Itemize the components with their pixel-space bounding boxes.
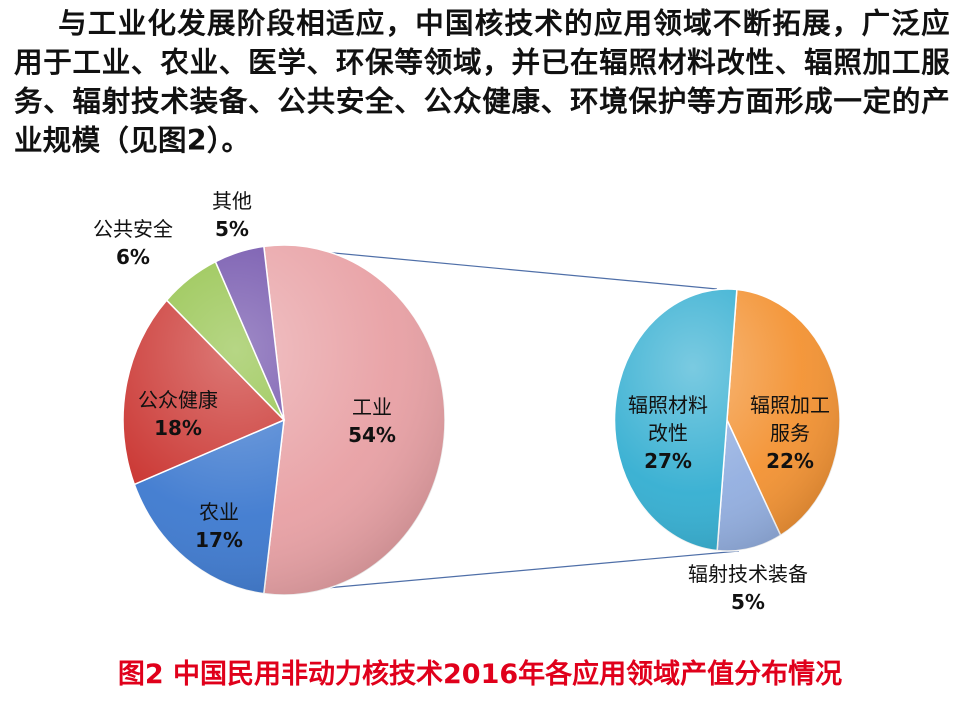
connector-top — [263, 245, 718, 290]
main-label-slice-2: 公众健康 18% — [138, 388, 218, 440]
sub-label-slice-0: 辐照加工服务 22% — [750, 393, 830, 473]
sub-pie-shading — [614, 289, 840, 551]
connector-lines — [263, 245, 740, 595]
main-label-slice-4: 其他 5% — [212, 189, 252, 241]
sub-label-slice-2: 辐照材料改性 27% — [628, 393, 708, 473]
figure-caption: 图2 中国民用非动力核技术2016年各应用领域产值分布情况 — [117, 659, 843, 690]
main-label-slice-3: 公共安全 6% — [93, 217, 173, 269]
sub-label-slice-1: 辐射技术装备 5% — [688, 562, 808, 614]
intro-paragraph: 与工业化发展阶段相适应，中国核技术的应用领域不断拓展，广泛应用于工业、农业、医学… — [14, 7, 950, 157]
main-pie-shading — [123, 245, 445, 595]
data-labels: 工业 54% 农业 17% 公众健康 18% 公共安全 6% 其他 5% 辐照加工服务 22% 辐射技术… — [93, 189, 830, 614]
connector-bottom — [263, 550, 740, 595]
main-label-slice-1: 农业 17% — [195, 500, 243, 552]
main-label-slice-0: 工业 54% — [348, 395, 396, 447]
main-pie — [122, 244, 446, 596]
industry-breakdown-pie — [613, 288, 841, 552]
